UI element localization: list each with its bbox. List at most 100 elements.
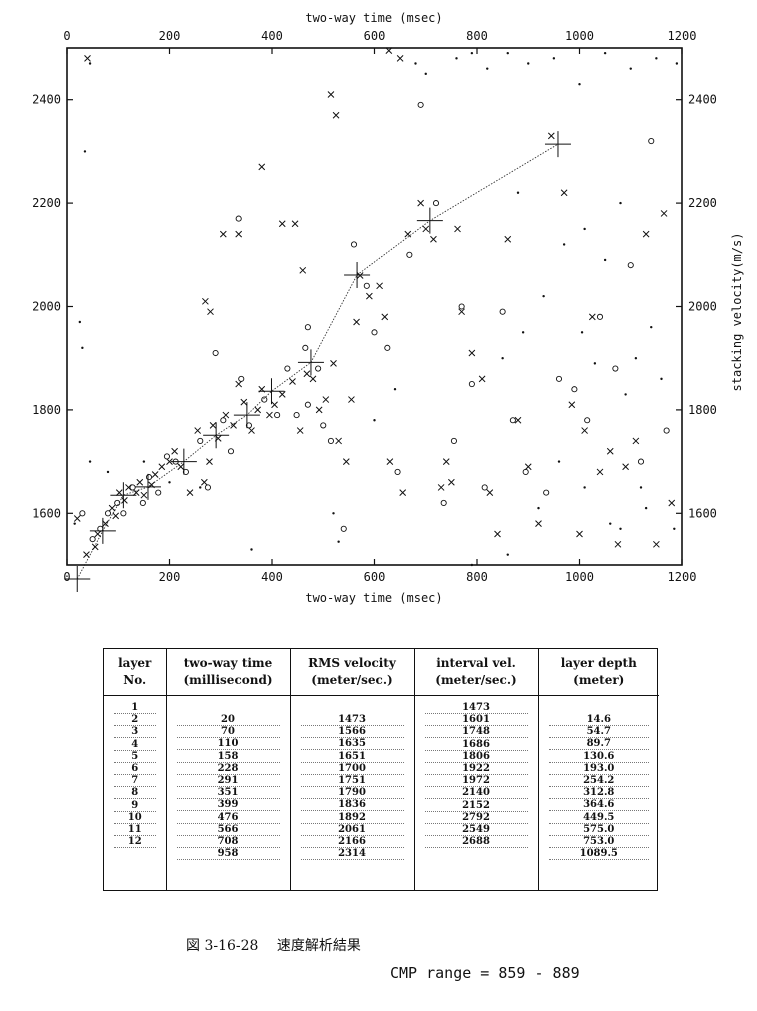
x-marker xyxy=(194,427,202,434)
circle-marker xyxy=(315,365,322,372)
x-marker xyxy=(535,520,542,527)
row-leader-line xyxy=(424,725,528,727)
table-cell: 2061 xyxy=(338,823,366,835)
row-leader-line xyxy=(548,810,649,812)
table-cell: 2549 xyxy=(462,824,490,835)
x-marker xyxy=(381,313,389,321)
x-marker xyxy=(278,220,286,228)
col-layer-no: 1 2 3 4 5 6 7 8 9 10 11 12 xyxy=(104,696,166,890)
table-cell: 1566 xyxy=(338,726,366,738)
row-leader-line xyxy=(176,761,280,763)
circle-marker xyxy=(509,417,516,424)
circle-marker xyxy=(172,458,179,465)
velocity-table-grid: layer No. two-way time (millisecond) RMS v… xyxy=(104,649,659,890)
circle-marker xyxy=(458,303,465,310)
row-leader-line xyxy=(176,737,280,739)
dot-marker xyxy=(168,481,171,484)
table-cell: 753.0 xyxy=(583,836,615,847)
x-marker xyxy=(348,396,355,403)
dot-marker xyxy=(506,51,509,55)
dot-marker xyxy=(88,62,92,65)
table-cell: 1892 xyxy=(338,811,366,823)
x-marker xyxy=(642,230,650,238)
row-leader-line xyxy=(300,810,404,812)
circle-marker xyxy=(129,484,136,491)
cmp-range-label: CMP range = 859 - 889 xyxy=(390,964,580,982)
table-cell: 575.0 xyxy=(583,823,615,835)
table-cell: 254.2 xyxy=(583,775,615,786)
circle-marker xyxy=(145,474,153,481)
x-marker xyxy=(240,398,248,406)
row-leader-line xyxy=(114,761,156,763)
row-leader-line xyxy=(424,822,528,824)
x-marker xyxy=(278,391,286,398)
circle-marker xyxy=(417,101,424,108)
table-cell: 158 xyxy=(217,750,239,762)
dot-marker xyxy=(521,331,525,334)
picks-layer xyxy=(64,131,571,592)
x-marker xyxy=(235,380,243,388)
x-marker xyxy=(230,422,237,429)
x-tick-label-top: 1000 xyxy=(565,29,594,43)
dot-marker xyxy=(562,243,566,246)
x-tick-label-top: 200 xyxy=(159,29,181,43)
x-marker xyxy=(291,220,299,228)
table-cell: 1473 xyxy=(462,702,490,713)
dot-marker xyxy=(501,357,504,360)
x-marker xyxy=(560,189,568,197)
x-marker xyxy=(207,308,214,316)
circle-marker xyxy=(440,499,447,507)
circle-marker xyxy=(627,262,634,269)
table-cell: 1972 xyxy=(462,775,490,787)
row-leader-line xyxy=(300,773,404,775)
row-leader-line xyxy=(424,713,528,714)
table-cell: 2314 xyxy=(338,848,366,860)
y-tick-label-left: 1800 xyxy=(32,403,61,417)
x-marker xyxy=(486,489,494,496)
header-interval-vel: interval vel. (meter/sec.) xyxy=(413,649,538,696)
circle-marker xyxy=(384,344,391,351)
circle-marker xyxy=(245,422,252,429)
dot-marker xyxy=(580,331,584,334)
circle-marker xyxy=(584,417,591,424)
circle-marker xyxy=(304,324,311,331)
x-marker xyxy=(303,370,311,378)
row-leader-line xyxy=(114,835,156,836)
y-tick-label-left: 2200 xyxy=(32,196,61,210)
table-cell: 8 xyxy=(131,787,139,799)
x-marker xyxy=(622,463,629,471)
x-marker xyxy=(148,481,155,489)
table-cell: 10 xyxy=(127,811,142,823)
col-rms-velocity: 1473 1566 1635 1651 1700 1751 1790 1836 1892 2061… xyxy=(291,696,414,890)
row-leader-line xyxy=(300,737,404,739)
table-cell: 228 xyxy=(217,762,239,774)
pick-cross xyxy=(297,349,324,376)
row-leader-line xyxy=(300,859,404,861)
y-tick-label-right: 2400 xyxy=(688,93,717,107)
x-marker xyxy=(668,499,676,507)
x-tick-label-top: 400 xyxy=(261,29,283,43)
table-cell: 1601 xyxy=(462,714,490,726)
y-tick-label-right: 1800 xyxy=(688,403,717,417)
pick-cross xyxy=(258,378,285,405)
x-marker xyxy=(171,447,178,455)
row-leader-line xyxy=(424,786,528,788)
table-cell: 1089.5 xyxy=(579,848,618,860)
pick-cross xyxy=(544,131,571,158)
dot-marker xyxy=(527,62,530,65)
x-tick-label-bottom: 0 xyxy=(63,570,70,584)
row-leader-line xyxy=(300,834,404,836)
col-interval-vel: 1473 1601 1748 1686 1806 1922 1972 2140 2152 2792… xyxy=(415,696,538,890)
circle-marker xyxy=(235,215,242,222)
x-marker xyxy=(399,489,407,496)
row-leader-line xyxy=(548,773,649,775)
row-leader-line xyxy=(424,749,528,751)
x-tick-label-bottom: 1200 xyxy=(668,570,697,584)
x-marker xyxy=(151,471,159,478)
x-marker xyxy=(84,54,91,62)
dot-marker xyxy=(552,57,556,60)
circle-marker xyxy=(79,510,86,517)
pick-cross xyxy=(89,517,116,544)
table-cell: 11 xyxy=(127,824,142,835)
table-cell: 110 xyxy=(217,738,239,750)
